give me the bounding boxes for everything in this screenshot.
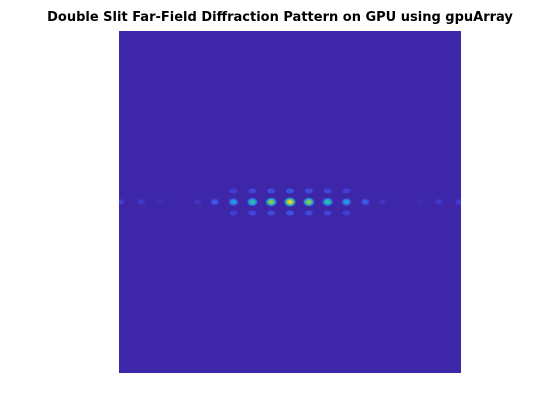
secondary-fringe-9-1	[304, 210, 313, 216]
secondary-fringe-5-0	[229, 188, 238, 194]
fringe-5	[227, 197, 240, 207]
secondary-fringe-10-1	[323, 210, 332, 216]
secondary-fringe-11-1	[342, 210, 351, 216]
fringe-8	[283, 196, 297, 208]
fringe-10	[321, 197, 334, 207]
fringe-0	[119, 197, 126, 207]
secondary-fringe-5-1	[229, 210, 238, 216]
chart-title: Double Slit Far-Field Diffraction Patter…	[47, 10, 513, 25]
secondary-fringe-7-1	[267, 210, 276, 216]
fringe-15	[433, 197, 444, 207]
fringe-14	[414, 197, 426, 207]
heatmap-plot	[119, 31, 461, 373]
fringe-11	[340, 197, 353, 207]
fringe-13	[377, 197, 388, 207]
fringe-2	[154, 197, 166, 207]
fringe-9	[302, 196, 316, 208]
fringe-16	[454, 197, 461, 207]
secondary-fringe-8-1	[286, 210, 294, 216]
fringe-4	[209, 197, 221, 207]
secondary-fringe-8-0	[286, 188, 294, 194]
fringe-6	[246, 197, 259, 207]
fringe-3	[192, 197, 203, 207]
secondary-fringe-6-0	[248, 188, 257, 194]
fringe-7	[264, 196, 278, 208]
secondary-fringe-10-0	[323, 188, 332, 194]
fringe-1	[136, 197, 147, 207]
fringe-layer	[119, 188, 461, 216]
secondary-fringe-7-0	[267, 188, 276, 194]
secondary-fringe-9-0	[304, 188, 313, 194]
secondary-fringe-6-1	[248, 210, 257, 216]
secondary-fringe-11-0	[342, 188, 351, 194]
fringe-12	[359, 197, 371, 207]
